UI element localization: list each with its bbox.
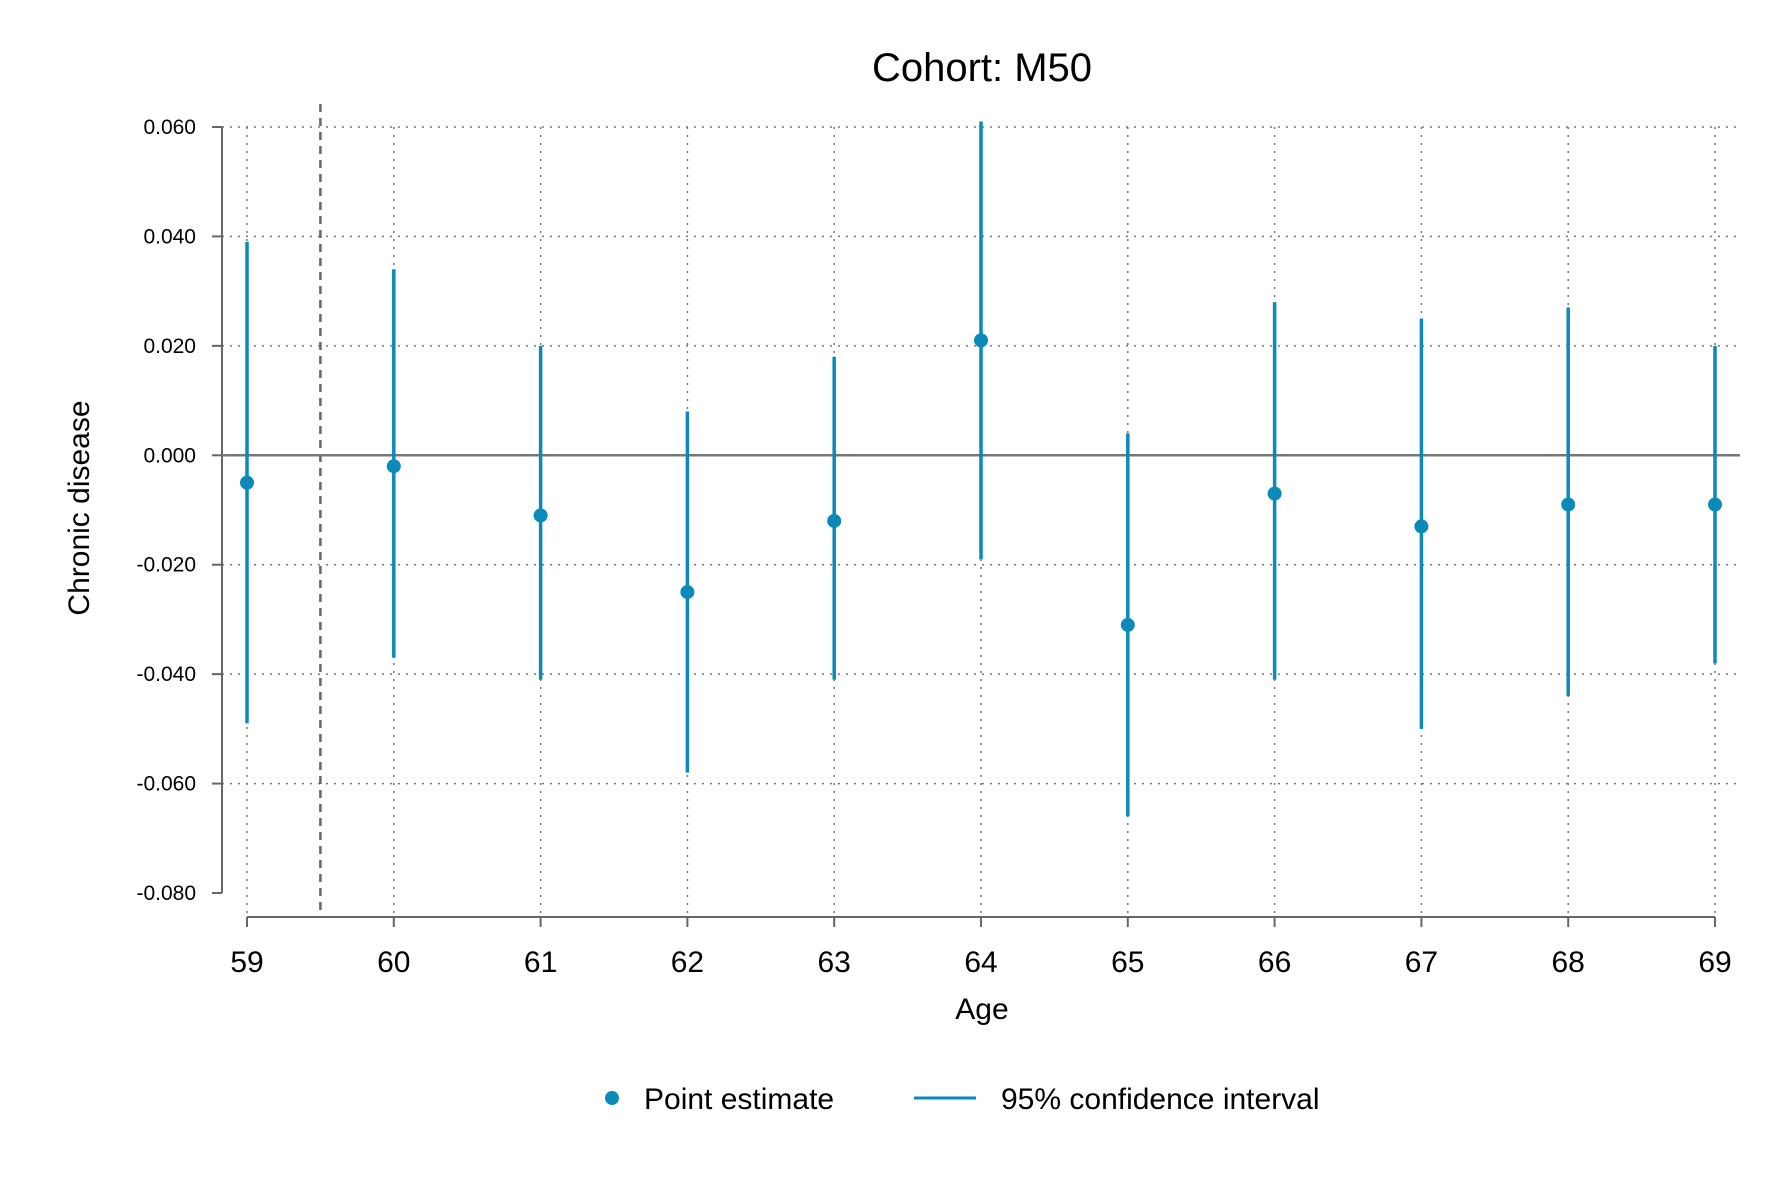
point-estimate-age-63 bbox=[827, 513, 842, 528]
data-marks bbox=[240, 121, 1722, 817]
legend-ci-label: 95% confidence interval bbox=[1001, 1083, 1320, 1116]
x-axis-ticks: 59 60 61 62 63 64 65 66 67 68 69 bbox=[230, 917, 1732, 979]
x-tick-label: 67 bbox=[1405, 946, 1438, 979]
point-estimate-age-64 bbox=[974, 333, 988, 348]
x-axis-label: Age bbox=[955, 993, 1008, 1026]
point-estimate-age-66 bbox=[1267, 486, 1282, 501]
point-estimate-age-61 bbox=[533, 508, 548, 523]
y-tick-label: 0.060 bbox=[143, 116, 196, 139]
x-tick-label: 68 bbox=[1552, 946, 1585, 979]
y-axis-ticks: 0.060 0.040 0.020 0.000 -0.020 -0.040 -0.060 -0… bbox=[136, 116, 222, 905]
point-estimate-age-62 bbox=[680, 585, 695, 600]
x-tick-label: 60 bbox=[377, 946, 410, 979]
point-estimate-age-69 bbox=[1708, 497, 1722, 512]
chart-title: Cohort: M50 bbox=[872, 46, 1092, 90]
x-tick-label: 63 bbox=[818, 946, 851, 979]
legend: Point estimate 95% confidence interval bbox=[605, 1083, 1320, 1116]
x-tick-label: 59 bbox=[230, 946, 263, 979]
legend-point-label: Point estimate bbox=[644, 1083, 834, 1116]
y-tick-label: -0.020 bbox=[136, 554, 196, 577]
y-tick-label: -0.080 bbox=[136, 882, 196, 905]
x-tick-label: 61 bbox=[524, 946, 557, 979]
y-tick-label: -0.060 bbox=[136, 773, 196, 796]
x-tick-label: 65 bbox=[1111, 946, 1144, 979]
point-estimate-age-65 bbox=[1120, 617, 1135, 632]
x-tick-label: 62 bbox=[671, 946, 704, 979]
y-tick-label: -0.040 bbox=[136, 663, 196, 686]
point-estimate-age-59 bbox=[240, 475, 254, 490]
point-estimate-age-68 bbox=[1561, 497, 1576, 512]
point-estimate-age-67 bbox=[1414, 519, 1429, 534]
y-tick-label: 0.000 bbox=[143, 444, 196, 467]
gridlines bbox=[222, 126, 1740, 917]
legend-point-marker bbox=[605, 1091, 619, 1105]
point-estimate-age-60 bbox=[386, 459, 401, 474]
x-tick-label: 69 bbox=[1698, 946, 1731, 979]
y-tick-label: 0.020 bbox=[143, 335, 196, 358]
y-axis-label: Chronic disease bbox=[63, 400, 96, 615]
x-tick-label: 64 bbox=[964, 946, 997, 979]
y-tick-label: 0.040 bbox=[143, 225, 196, 248]
x-tick-label: 66 bbox=[1258, 946, 1291, 979]
